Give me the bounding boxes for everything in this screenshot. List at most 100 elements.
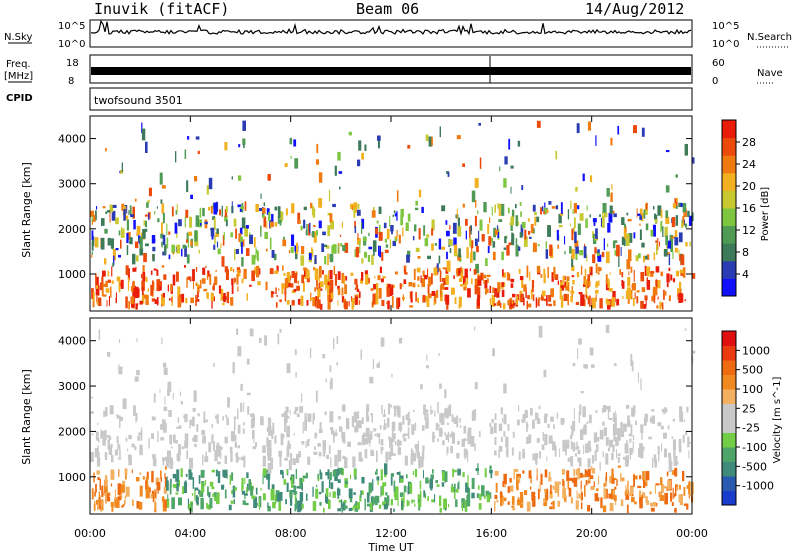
echo-cell xyxy=(689,491,694,497)
echo-cell xyxy=(612,241,616,249)
echo-cell xyxy=(145,141,148,153)
echo-cell xyxy=(525,287,527,298)
echo-cell xyxy=(372,293,377,305)
echo-cell xyxy=(115,297,117,304)
echo-cell xyxy=(101,286,104,296)
echo-cell xyxy=(161,497,165,502)
echo-cell xyxy=(605,324,610,333)
echo-cell xyxy=(496,225,499,231)
echo-cell xyxy=(448,239,453,246)
echo-cell xyxy=(262,468,267,476)
echo-cell xyxy=(104,258,107,265)
echo-cell xyxy=(265,281,268,291)
echo-cell xyxy=(494,470,499,476)
echo-cell xyxy=(332,491,336,498)
echo-cell xyxy=(595,294,597,302)
echo-cell xyxy=(364,270,368,275)
echo-cell xyxy=(544,492,548,502)
echo-cell xyxy=(241,477,244,490)
x-tick-label: 04:00 xyxy=(174,527,206,540)
echo-cell xyxy=(410,453,414,465)
echo-cell xyxy=(591,455,595,464)
echo-cell xyxy=(200,498,204,510)
echo-cell xyxy=(577,457,580,463)
echo-cell xyxy=(365,274,369,285)
echo-cell xyxy=(491,295,496,307)
echo-cell xyxy=(605,453,609,465)
echo-cell xyxy=(316,296,319,301)
echo-cell xyxy=(490,427,494,435)
echo-cell xyxy=(504,156,508,165)
echo-cell xyxy=(359,300,361,305)
echo-cell xyxy=(244,493,246,500)
echo-cell xyxy=(145,486,150,499)
echo-cell xyxy=(509,478,512,483)
echo-cell xyxy=(547,423,550,428)
echo-cell xyxy=(587,297,591,305)
echo-cell xyxy=(420,275,422,283)
echo-cell xyxy=(663,432,667,439)
echo-cell xyxy=(414,453,417,456)
echo-cell xyxy=(655,240,658,243)
echo-cell xyxy=(239,208,242,212)
echo-cell xyxy=(674,198,678,208)
echo-cell xyxy=(469,226,471,239)
echo-cell xyxy=(262,207,266,214)
echo-cell xyxy=(503,247,507,250)
echo-cell xyxy=(629,447,633,455)
echo-cell xyxy=(532,419,535,429)
echo-cell xyxy=(572,420,576,432)
x-tick-label: 00:00 xyxy=(74,527,106,540)
echo-cell xyxy=(128,434,132,440)
echo-cell xyxy=(665,150,670,153)
echo-cell xyxy=(403,437,407,442)
echo-cell xyxy=(523,284,527,292)
echo-cell xyxy=(217,248,221,255)
echo-cell xyxy=(451,414,454,423)
echo-cell xyxy=(110,443,113,449)
echo-cell xyxy=(127,448,129,452)
echo-cell xyxy=(622,295,624,300)
echo-cell xyxy=(121,162,123,172)
echo-cell xyxy=(684,419,686,423)
echo-cell xyxy=(648,436,652,440)
echo-cell xyxy=(111,505,114,512)
echo-cell xyxy=(112,204,117,208)
echo-cell xyxy=(465,482,469,493)
echo-cell xyxy=(279,219,282,226)
echo-cell xyxy=(517,221,520,226)
colorbar-swatch xyxy=(722,278,736,297)
colorbar-tick-label: 25 xyxy=(742,402,756,415)
echo-cell xyxy=(162,419,166,427)
echo-cell xyxy=(653,502,657,506)
echo-cell xyxy=(290,155,292,159)
echo-cell xyxy=(633,474,635,487)
echo-cell xyxy=(591,274,593,277)
echo-cell xyxy=(325,472,328,476)
echo-cell xyxy=(602,211,604,219)
echo-cell xyxy=(327,253,329,266)
echo-cell xyxy=(354,429,358,433)
echo-cell xyxy=(599,429,604,440)
echo-cell xyxy=(576,490,578,500)
echo-cell xyxy=(91,251,93,255)
echo-cell xyxy=(187,276,192,280)
echo-cell xyxy=(449,225,451,230)
echo-cell xyxy=(649,417,653,423)
echo-cell xyxy=(390,444,394,456)
echo-cell xyxy=(427,496,429,501)
echo-cell xyxy=(190,194,193,199)
echo-cell xyxy=(347,441,351,447)
echo-cell xyxy=(297,500,301,513)
echo-cell xyxy=(168,254,171,260)
echo-cell xyxy=(292,490,295,493)
echo-cell xyxy=(571,255,574,268)
echo-cell xyxy=(467,288,471,298)
echo-cell xyxy=(537,488,540,500)
echo-cell xyxy=(496,288,500,298)
echo-cell xyxy=(270,221,272,229)
echo-cell xyxy=(141,128,146,141)
echo-cell xyxy=(608,493,613,499)
echo-cell xyxy=(267,443,270,448)
echo-cell xyxy=(341,427,343,439)
